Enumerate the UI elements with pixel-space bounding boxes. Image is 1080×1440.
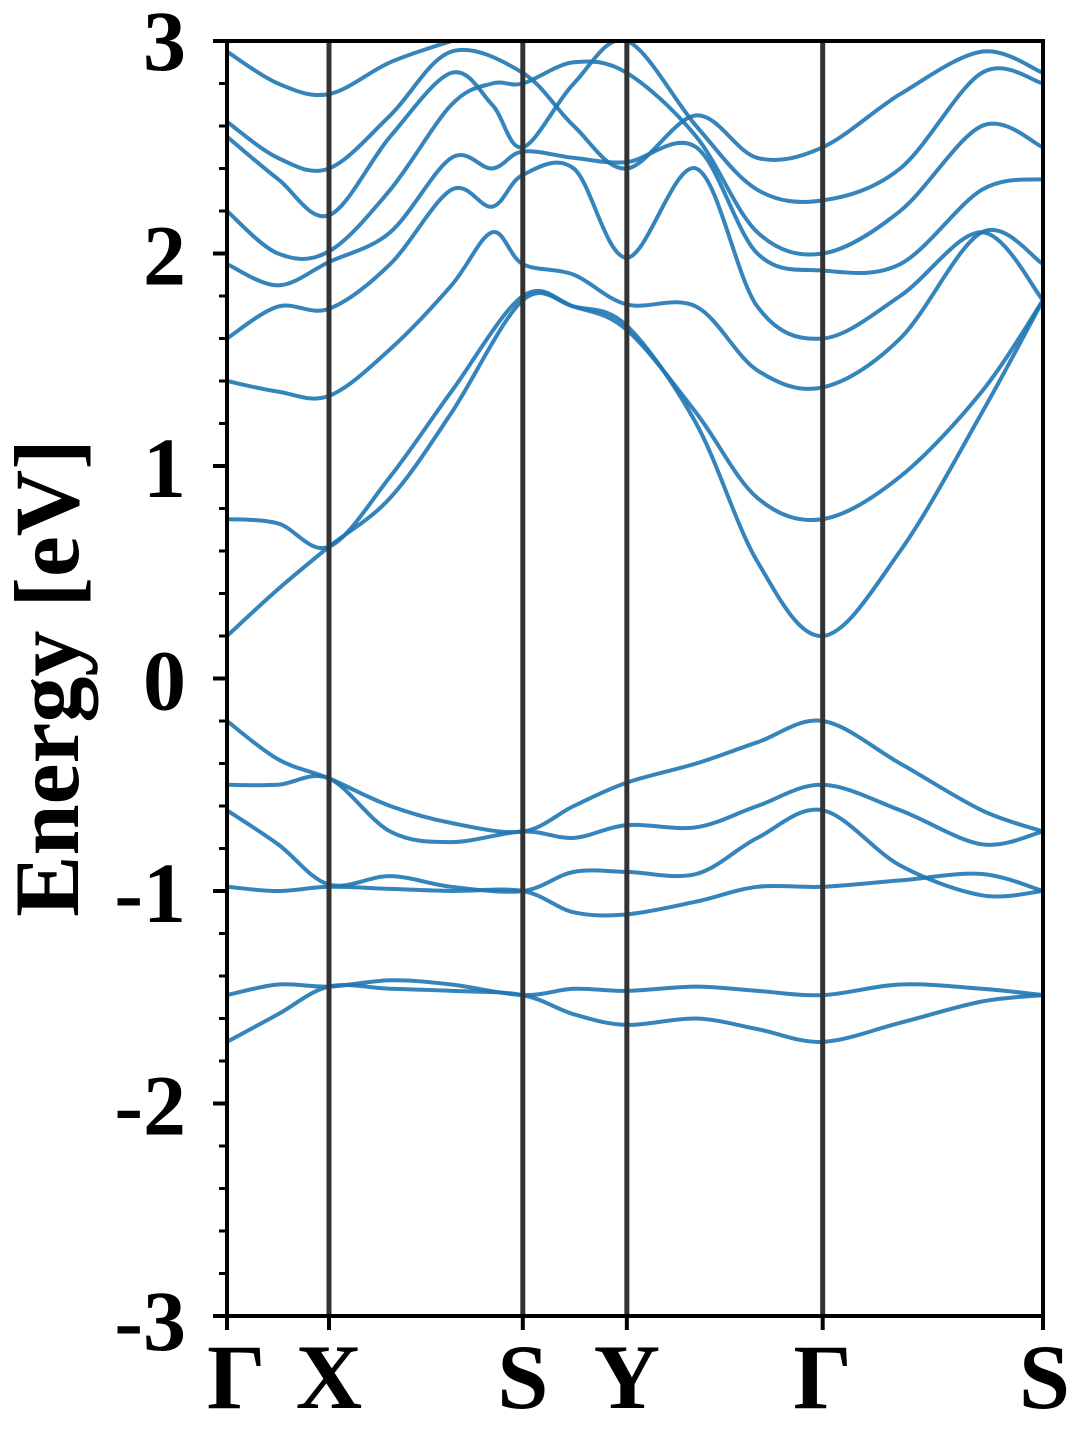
y-tick-label: 1	[143, 420, 186, 516]
plot-frame	[225, 39, 1045, 1318]
y-tick-label: 2	[143, 208, 186, 304]
band-line-11	[227, 773, 1043, 847]
y-tick-label: -3	[114, 1273, 186, 1369]
band-line-13	[227, 871, 1043, 918]
band-lines	[227, 41, 1043, 1044]
band-line-7	[227, 41, 1043, 219]
band-line-12	[227, 807, 1043, 899]
band-line-2	[227, 288, 1043, 551]
y-tick-label: -1	[114, 845, 186, 941]
x-tick-label: Y	[594, 1326, 660, 1428]
x-tick-label: X	[296, 1326, 362, 1428]
y-tick-label: -2	[114, 1058, 186, 1154]
band-line-8	[227, 47, 1043, 173]
y-ticks: 3 2 1 0 -1 -2 -3	[114, 0, 227, 1369]
x-tick-label: S	[1019, 1326, 1070, 1428]
band-line-15	[227, 983, 1043, 1044]
band-line-9	[227, 41, 453, 97]
band-line-4	[227, 160, 1043, 341]
band-line-1	[227, 291, 1043, 638]
y-tick-label: 0	[143, 633, 186, 729]
band-line-3	[227, 228, 1043, 401]
x-tick-label: Γ	[793, 1326, 852, 1428]
y-axis-label: Energy [eV]	[0, 439, 98, 917]
band-line-14	[227, 978, 1043, 998]
y-tick-label: 3	[143, 0, 186, 89]
high-symmetry-dividers	[326, 41, 826, 1316]
x-tick-label: Γ	[207, 1326, 266, 1428]
y-axis-label-group: Energy [eV]	[0, 439, 98, 917]
x-tick-label: S	[497, 1326, 548, 1428]
band-line-10	[227, 718, 1043, 835]
band-line-5	[227, 140, 1043, 288]
